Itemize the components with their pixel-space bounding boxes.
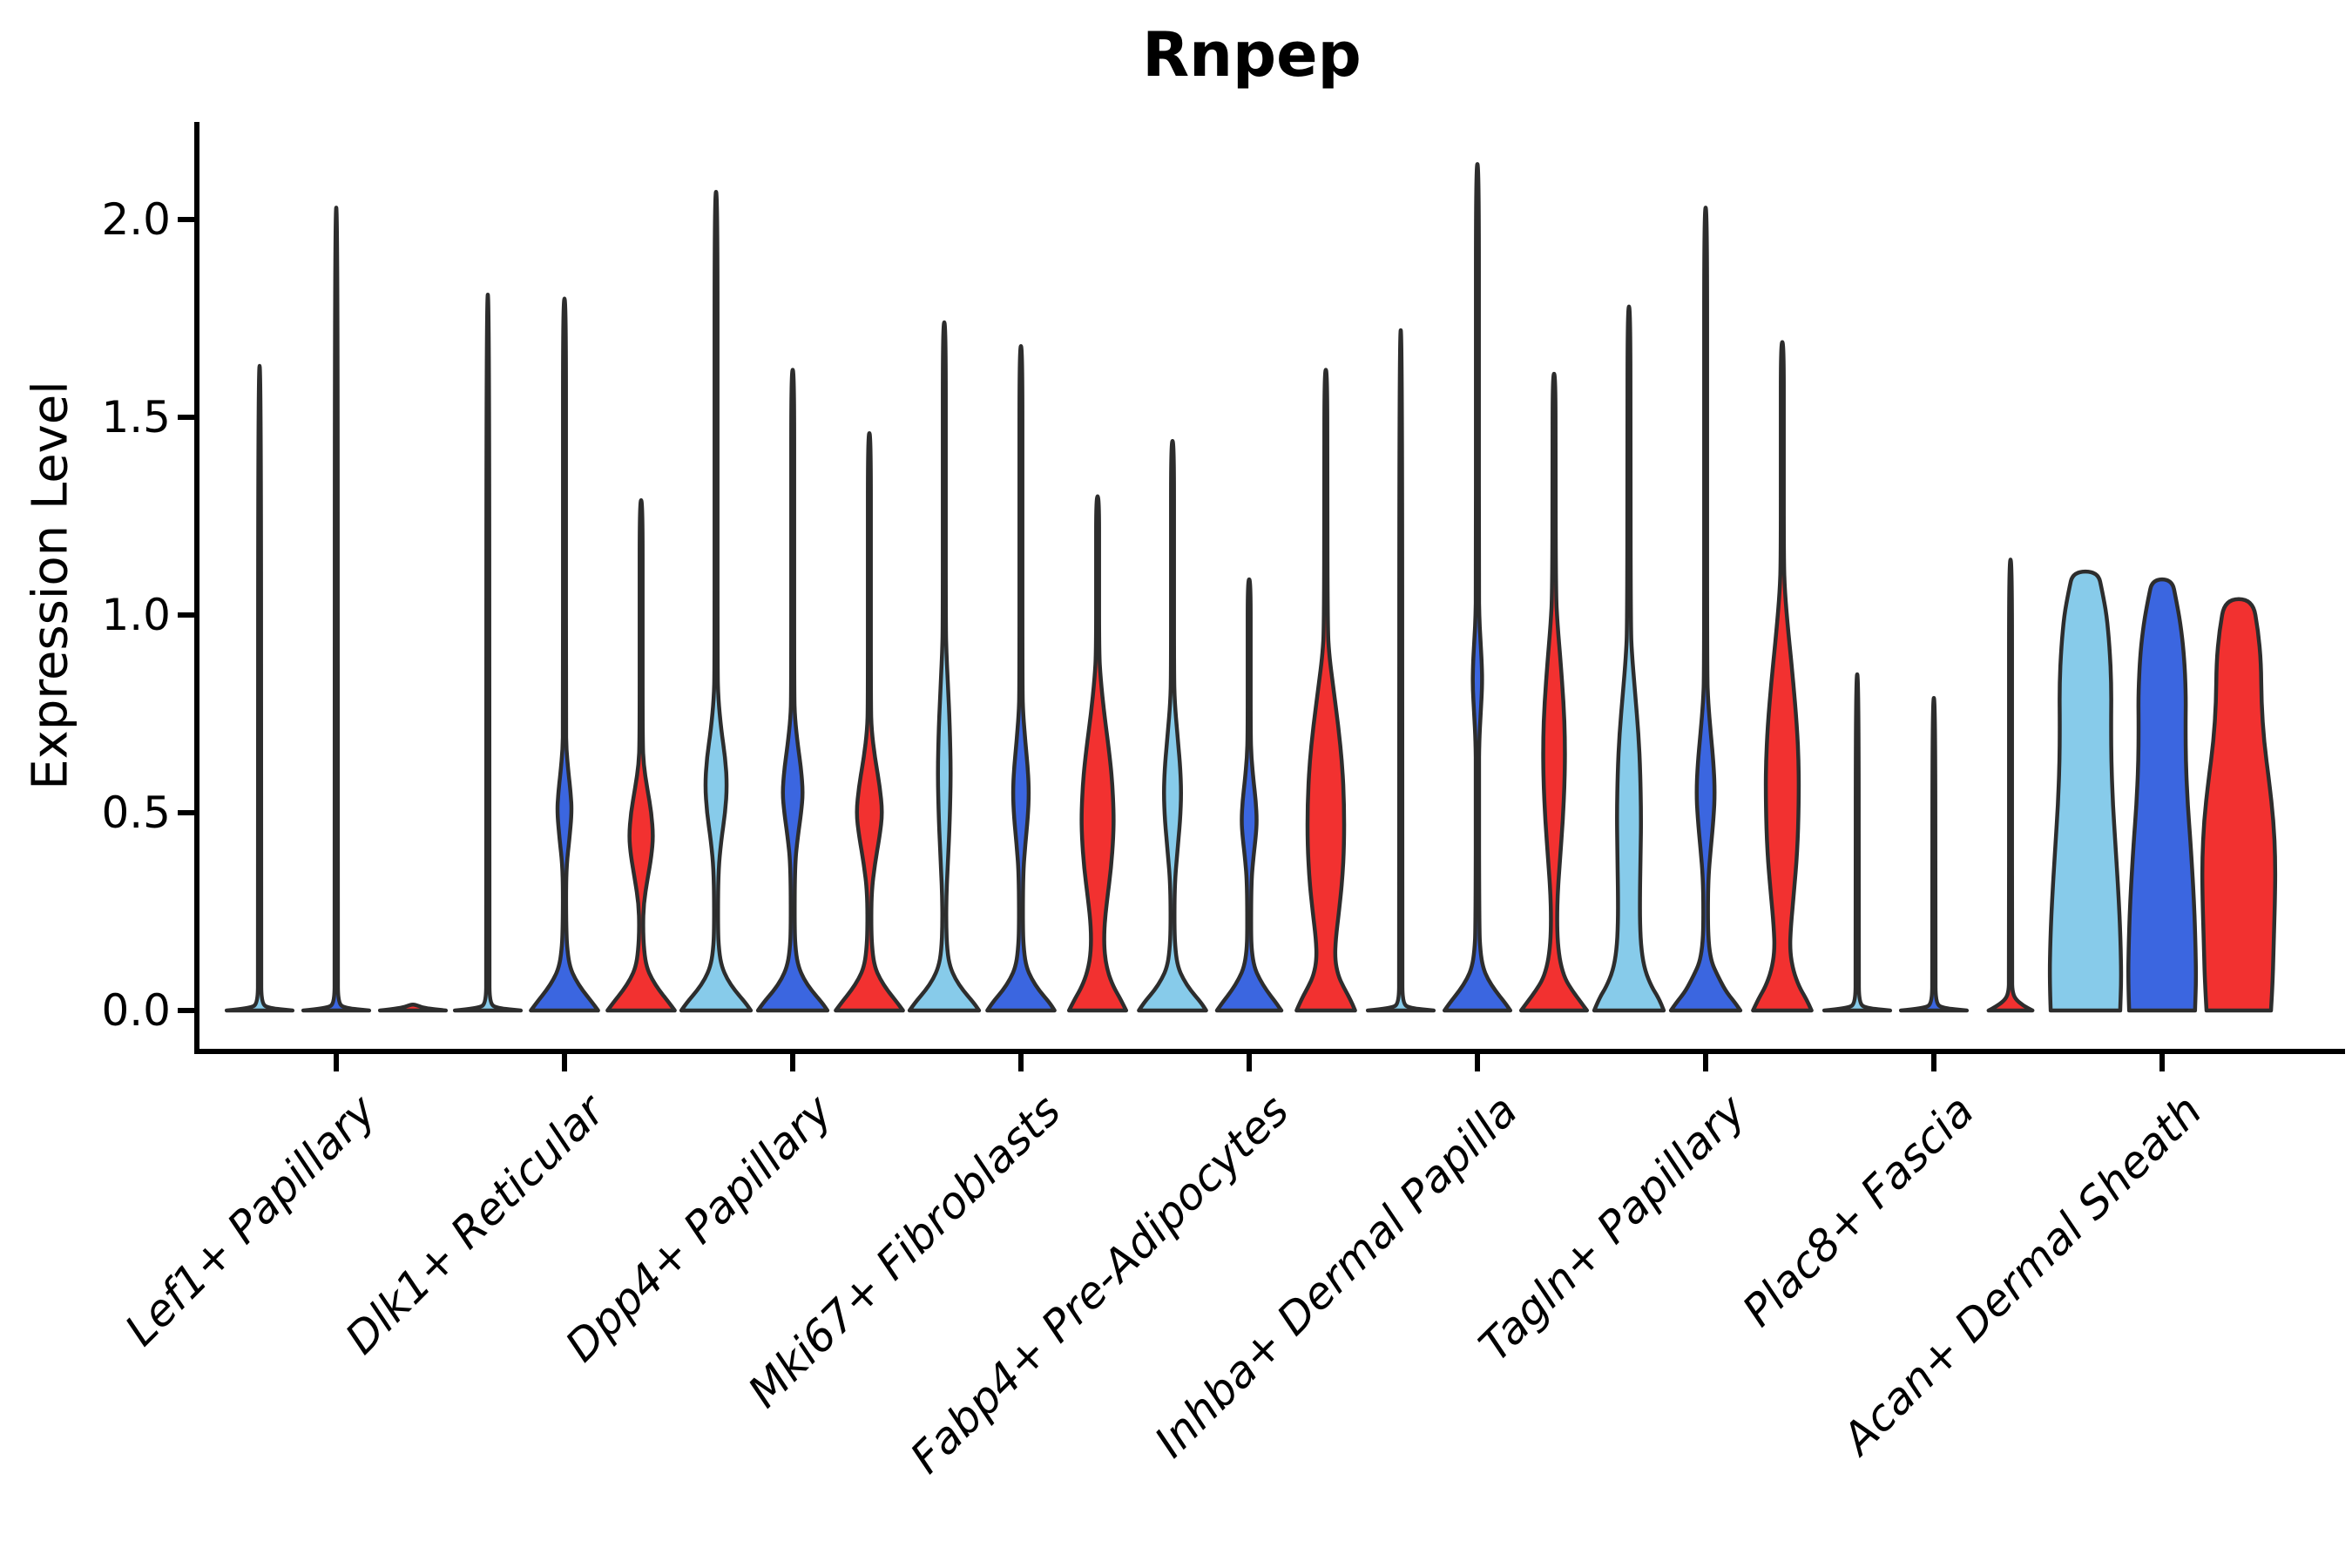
y-tick-label-4: 2.0 [101,194,171,245]
y-axis-label: Expression Level [22,381,79,790]
violin-skyblue-mki67-fibroblasts [907,320,982,1013]
y-tick-label-1: 0.5 [101,787,171,838]
violin-royalblue-fabp4-pre-adipocytes [1214,577,1284,1013]
violin-royalblue-mki67-fibroblasts [985,344,1057,1013]
violin-skyblue-fabp4-pre-adipocytes [1137,438,1208,1013]
violin-red-tagln-papillary [1751,340,1814,1013]
violin-red-mki67-fibroblasts [1066,494,1129,1013]
violin-royalblue-tagln-papillary [1668,206,1743,1013]
violin-royalblue-acan-dermal-sheath [2126,577,2199,1013]
violin-red-lef1-papillary [377,1002,449,1013]
violin-skyblue-lef1-papillary [224,363,295,1013]
violin-red-inhba-dermal-papilla [1518,371,1590,1013]
violin-royalblue-plac8-fascia [1898,696,1970,1013]
violin-royalblue-inhba-dermal-papilla [1442,162,1513,1013]
violin-skyblue-tagln-papillary [1592,304,1666,1013]
violin-red-acan-dermal-sheath [2200,597,2278,1013]
violin-skyblue-dlk1-reticular [452,293,524,1013]
violin-red-plac8-fascia [1986,558,2035,1013]
violin-skyblue-plac8-fascia [1821,672,1893,1013]
violin-royalblue-lef1-papillary [301,206,372,1013]
violin-skyblue-inhba-dermal-papilla [1365,328,1436,1013]
violin-skyblue-dpp4-papillary [679,189,754,1013]
violin-royalblue-dlk1-reticular [529,296,600,1013]
violin-royalblue-dpp4-papillary [755,368,830,1013]
y-tick-label-2: 1.0 [101,590,171,640]
plot-title: Rnpep [1142,19,1362,91]
violin-red-dpp4-papillary [834,430,905,1013]
violin-skyblue-acan-dermal-sheath [2047,569,2124,1013]
violin-red-fabp4-pre-adipocytes [1294,368,1357,1013]
y-tick-label-3: 1.5 [101,392,171,443]
violin-red-dlk1-reticular [605,498,677,1013]
y-tick-label-0: 0.0 [101,985,171,1036]
